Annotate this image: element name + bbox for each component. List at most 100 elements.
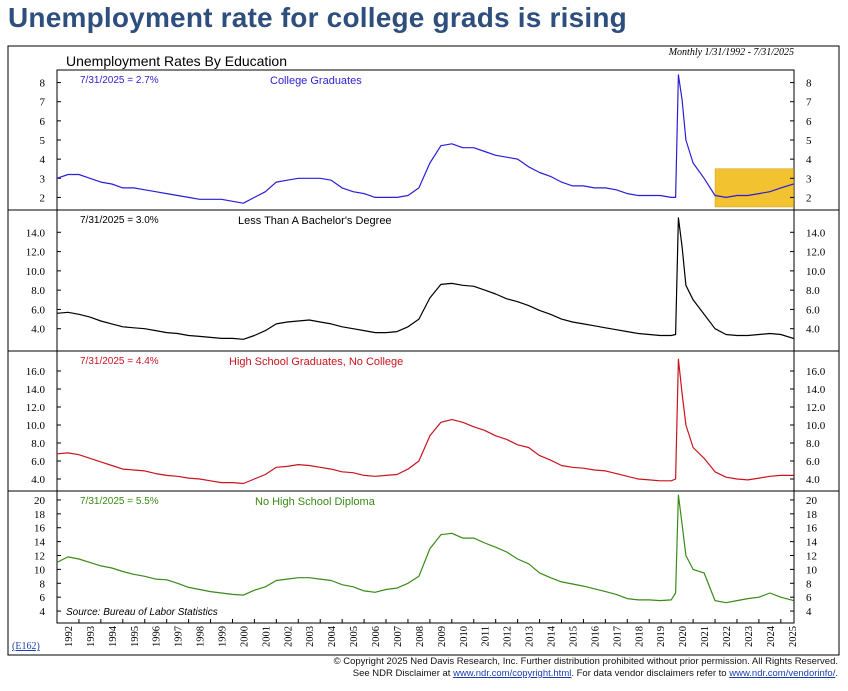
x-tick-label: 2011: [481, 626, 492, 647]
x-tick-label: 1994: [108, 625, 119, 647]
y-tick-label-left: 7: [40, 97, 46, 109]
y-tick-label-left: 5: [40, 135, 46, 147]
chart-area: 2 2 3 3 4 4 5 5 6 6 7 7 8 8 7/31/2025 = 2.7% College Gr…: [7, 45, 840, 656]
x-tick-label: 2019: [656, 626, 667, 647]
disclaimer-text-b: . For data vendor disclaimers refer to: [571, 668, 730, 679]
x-tick-label: 2006: [371, 626, 382, 647]
y-tick-label-right: 12: [806, 551, 817, 563]
vendorinfo-link[interactable]: www.ndr.com/vendorinfo/: [729, 668, 836, 679]
y-tick-label-right: 18: [806, 509, 818, 521]
y-tick-label-left: 2: [40, 192, 46, 204]
x-tick-label: 1996: [152, 626, 163, 647]
panel-1: 2 2 3 3 4 4 5 5 6 6 7 7 8 8 7/31/2025 = 2.7% College Gr…: [40, 74, 812, 208]
y-tick-label-right: 12.0: [806, 402, 826, 414]
x-tick-label: 2023: [744, 626, 755, 647]
y-tick-label-right: 8.0: [806, 285, 820, 297]
disclaimer-text-c: .: [835, 668, 838, 679]
x-tick-label: 2024: [766, 625, 777, 647]
y-tick-label-right: 14.0: [806, 227, 826, 239]
series-line: [56, 358, 794, 485]
y-tick-label-right: 10.0: [806, 266, 826, 278]
x-axis: 1992 1993 1994 1995 1996 1997 1998 1999 2000 2001…: [56, 619, 799, 647]
chart-panels: 2 2 3 3 4 4 5 5 6 6 7 7 8 8 7/31/2025 = 2.7% College Gr…: [7, 45, 840, 656]
x-tick-label: 2004: [327, 625, 338, 647]
y-tick-label-left: 18: [34, 509, 46, 521]
y-tick-label-left: 4.0: [31, 324, 45, 336]
plot-border: [56, 69, 795, 624]
x-tick-label: 2000: [239, 626, 250, 647]
x-tick-label: 2021: [700, 626, 711, 647]
latest-value-label: 7/31/2025 = 3.0%: [80, 215, 159, 226]
source-note: Source: Bureau of Labor Statistics: [66, 607, 218, 618]
series-label: High School Graduates, No College: [229, 356, 403, 368]
y-tick-label-left: 14: [34, 537, 46, 549]
x-tick-label: 1993: [86, 626, 97, 647]
frequency-note: Monthly 1/31/1992 - 7/31/2025: [668, 47, 794, 58]
y-tick-label-left: 6: [40, 592, 46, 604]
y-tick-label-right: 12.0: [806, 247, 826, 259]
x-tick-label: 1999: [218, 626, 229, 647]
y-tick-label-left: 12: [34, 551, 45, 563]
x-tick-label: 2015: [569, 626, 580, 647]
y-tick-label-right: 6.0: [806, 304, 820, 316]
series-line: [56, 494, 794, 604]
y-tick-label-right: 10: [806, 564, 818, 576]
y-tick-label-left: 16.0: [26, 366, 46, 378]
series-label: No High School Diploma: [255, 496, 376, 508]
y-tick-label-left: 8: [40, 578, 46, 590]
y-tick-label-right: 6.0: [806, 456, 820, 468]
y-tick-label-right: 8: [806, 578, 812, 590]
x-tick-label: 2001: [261, 626, 272, 647]
y-tick-label-right: 16.0: [806, 366, 826, 378]
latest-value-label: 7/31/2025 = 5.5%: [80, 496, 159, 507]
y-tick-label-left: 16: [34, 523, 46, 535]
x-tick-label: 2007: [393, 626, 404, 647]
y-tick-label-left: 8.0: [31, 285, 45, 297]
y-tick-label-right: 4.0: [806, 474, 820, 486]
y-tick-label-right: 3: [806, 173, 812, 185]
y-tick-label-right: 4: [806, 606, 812, 618]
x-tick-label: 1998: [196, 626, 207, 647]
x-tick-label: 2022: [722, 626, 733, 647]
series-line: [56, 74, 794, 204]
y-tick-label-left: 4: [40, 154, 46, 166]
y-tick-label-left: 8.0: [31, 438, 45, 450]
disclaimer-line: See NDR Disclaimer at www.ndr.com/copyri…: [334, 668, 838, 680]
x-tick-label: 2014: [547, 625, 558, 647]
x-tick-label: 2016: [590, 626, 601, 647]
y-tick-label-right: 16: [806, 523, 818, 535]
y-tick-label-left: 14.0: [26, 384, 46, 396]
y-tick-label-right: 5: [806, 135, 812, 147]
chart-title: Unemployment Rates By Education: [66, 53, 287, 69]
y-tick-label-right: 14: [806, 537, 818, 549]
panel-3: 4.0 4.0 6.0 6.0 8.0 8.0 10.0 10.0 12.0 12.0 14.0 14…: [8, 350, 839, 486]
y-tick-label-right: 4.0: [806, 324, 820, 336]
copyright-line: © Copyright 2025 Ned Davis Research, Inc…: [333, 656, 838, 667]
y-tick-label-right: 8.0: [806, 438, 820, 450]
latest-value-label: 7/31/2025 = 2.7%: [80, 75, 159, 86]
y-tick-label-right: 10.0: [806, 420, 826, 432]
x-tick-label: 2012: [503, 626, 514, 647]
copyright-link[interactable]: www.ndr.com/copyright.html: [453, 668, 572, 679]
y-tick-label-left: 4.0: [31, 474, 45, 486]
x-tick-label: 2009: [437, 626, 448, 647]
x-tick-label: 1997: [174, 626, 185, 647]
y-tick-label-right: 7: [806, 97, 812, 109]
x-tick-label: 2020: [678, 626, 689, 647]
chart-code-link[interactable]: (E162): [12, 641, 40, 652]
x-tick-label: 2013: [525, 626, 536, 647]
panel-2: 4.0 4.0 6.0 6.0 8.0 8.0 10.0 10.0 12.0 12.0 14.0 14…: [8, 209, 839, 340]
y-tick-label-left: 8: [40, 78, 46, 90]
latest-value-label: 7/31/2025 = 4.4%: [80, 356, 159, 367]
y-tick-label-left: 12.0: [26, 247, 46, 259]
disclaimer-text-a: See NDR Disclaimer at: [352, 668, 454, 679]
y-tick-label-right: 6: [806, 592, 812, 604]
x-tick-label: 2002: [283, 626, 294, 647]
y-tick-label-left: 12.0: [26, 402, 46, 414]
y-tick-label-right: 6: [806, 116, 812, 128]
x-tick-label: 2008: [415, 626, 426, 647]
x-tick-label: 1992: [64, 626, 75, 647]
y-tick-label-right: 4: [806, 154, 812, 166]
y-tick-label-left: 10.0: [26, 420, 46, 432]
footer: © Copyright 2025 Ned Davis Research, Inc…: [334, 656, 838, 680]
